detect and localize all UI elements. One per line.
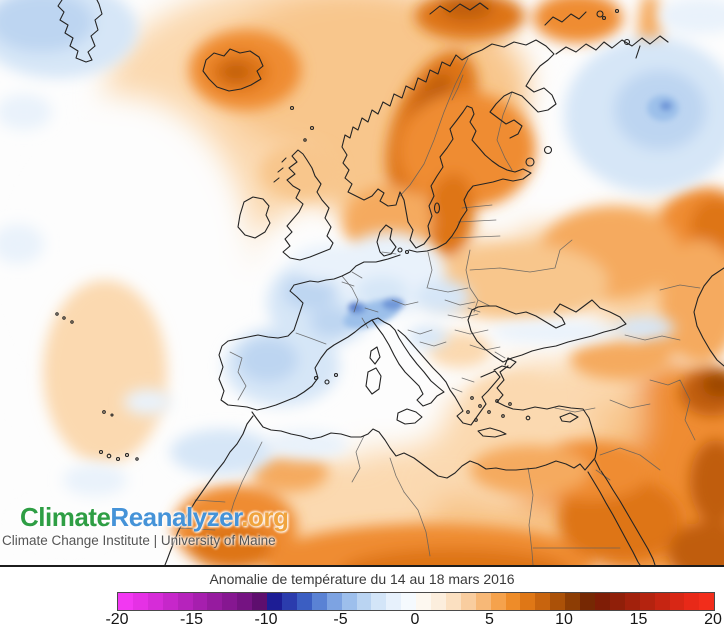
colorbar-segment [639, 593, 655, 610]
coast-sicily [396, 408, 423, 425]
coast-ireland [237, 196, 271, 239]
coast-iceland [202, 48, 264, 92]
colorbar-tick-label: -20 [105, 611, 129, 628]
warm-field-cores [43, 0, 724, 565]
colorbar-segment [341, 593, 357, 610]
colorbar-segment [416, 593, 432, 610]
coast-aegean-north [493, 357, 517, 371]
coast-italy [371, 317, 445, 407]
country-borders [177, 57, 701, 565]
logo-part-org: .org [241, 502, 289, 532]
colorbar-tick-label: 15 [629, 611, 648, 628]
colorbar-tick-label: -15 [179, 611, 204, 628]
colorbar-segment [460, 593, 476, 610]
cool-field-cores [343, 95, 679, 329]
colorbar-ticks: -20 -15 -10 -5 0 5 10 15 20 [105, 611, 721, 631]
coast-red-sea [587, 459, 656, 565]
colorbar-segment [162, 593, 178, 610]
colorbar-segment [684, 593, 700, 610]
colorbar-tick-label: 20 [704, 611, 722, 628]
colorbar [117, 592, 715, 611]
colorbar-segment [490, 593, 506, 610]
colorbar-segment [147, 593, 163, 610]
coast-white-sea [471, 39, 557, 139]
colorbar-tick-label: -10 [254, 611, 278, 628]
colorbar-segment [654, 593, 670, 610]
colorbar-segment [595, 593, 610, 610]
colorbar-segment [609, 593, 625, 610]
colorbar-segment [311, 593, 327, 610]
colorbar-segment [505, 593, 521, 610]
coastlines [55, 0, 724, 565]
colorbar-segment [550, 593, 566, 610]
colorbar-segment [371, 593, 387, 610]
coast-greenland [57, 0, 103, 63]
colorbar-segment [699, 593, 715, 610]
colorbar-segment [267, 593, 282, 610]
colorbar-segment [669, 593, 685, 610]
colorbar-segment [222, 593, 238, 610]
colorbar-tick-label: 10 [555, 611, 573, 628]
colorbar-tick-label: 0 [410, 611, 420, 628]
cool-field [0, 0, 724, 496]
colorbar-segment [177, 593, 193, 610]
coast-baltic [407, 105, 532, 253]
colorbar-segment [475, 593, 491, 610]
map-title: Anomalie de température du 14 au 18 mars… [209, 571, 515, 587]
colorbar-tick-label: 5 [485, 611, 494, 628]
colorbar-segment [132, 593, 148, 610]
colorbar-segment [281, 593, 297, 610]
coast-cyprus [559, 412, 579, 423]
colorbar-segment [624, 593, 640, 610]
colorbar-segment [445, 593, 461, 610]
coast-arctic-islands [429, 2, 587, 26]
coast-britain [282, 149, 334, 261]
anomaly-map-canvas [0, 0, 724, 565]
colorbar-segment [207, 593, 223, 610]
colorbar-segment [431, 593, 446, 610]
colorbar-segment [565, 593, 581, 610]
caption-panel: Anomalie de température du 14 au 18 mars… [0, 565, 724, 633]
colorbar-segment [118, 593, 133, 610]
colorbar-segment [386, 593, 402, 610]
institute-subtitle: Climate Change Institute | University of… [2, 533, 276, 548]
coast-crete [477, 427, 507, 438]
colorbar-segment [192, 593, 208, 610]
coast-pechora [555, 35, 669, 59]
colorbar-segment [252, 593, 268, 610]
coast-morocco-atlantic [164, 415, 254, 565]
coast-iberia-france [218, 254, 401, 411]
climatereanalyzer-logo[interactable]: ClimateReanalyzer.org [20, 502, 289, 532]
coast-denmark [376, 224, 397, 257]
coast-mediterranean-south [251, 365, 598, 479]
coast-corsica [369, 346, 381, 365]
coast-sardinia [365, 367, 382, 395]
colorbar-segment [237, 593, 253, 610]
colorbar-segment [296, 593, 312, 610]
colorbar-segment [326, 593, 342, 610]
small-islands [55, 105, 531, 462]
colorbar-segment [356, 593, 372, 610]
colorbar-segment [520, 593, 536, 610]
logo-part-reanalyzer: Reanalyzer [110, 502, 242, 532]
coast-caspian [693, 267, 724, 367]
anomaly-map [0, 0, 724, 565]
colorbar-tick-label: -5 [333, 611, 348, 628]
colorbar-segment [535, 593, 551, 610]
colorbar-segment [580, 593, 595, 610]
coast-norway [341, 53, 473, 223]
colorbar-segment [401, 593, 417, 610]
coast-black-sea [467, 299, 627, 363]
logo-part-climate: Climate [20, 502, 111, 532]
coast-balkans-greece [397, 329, 501, 426]
